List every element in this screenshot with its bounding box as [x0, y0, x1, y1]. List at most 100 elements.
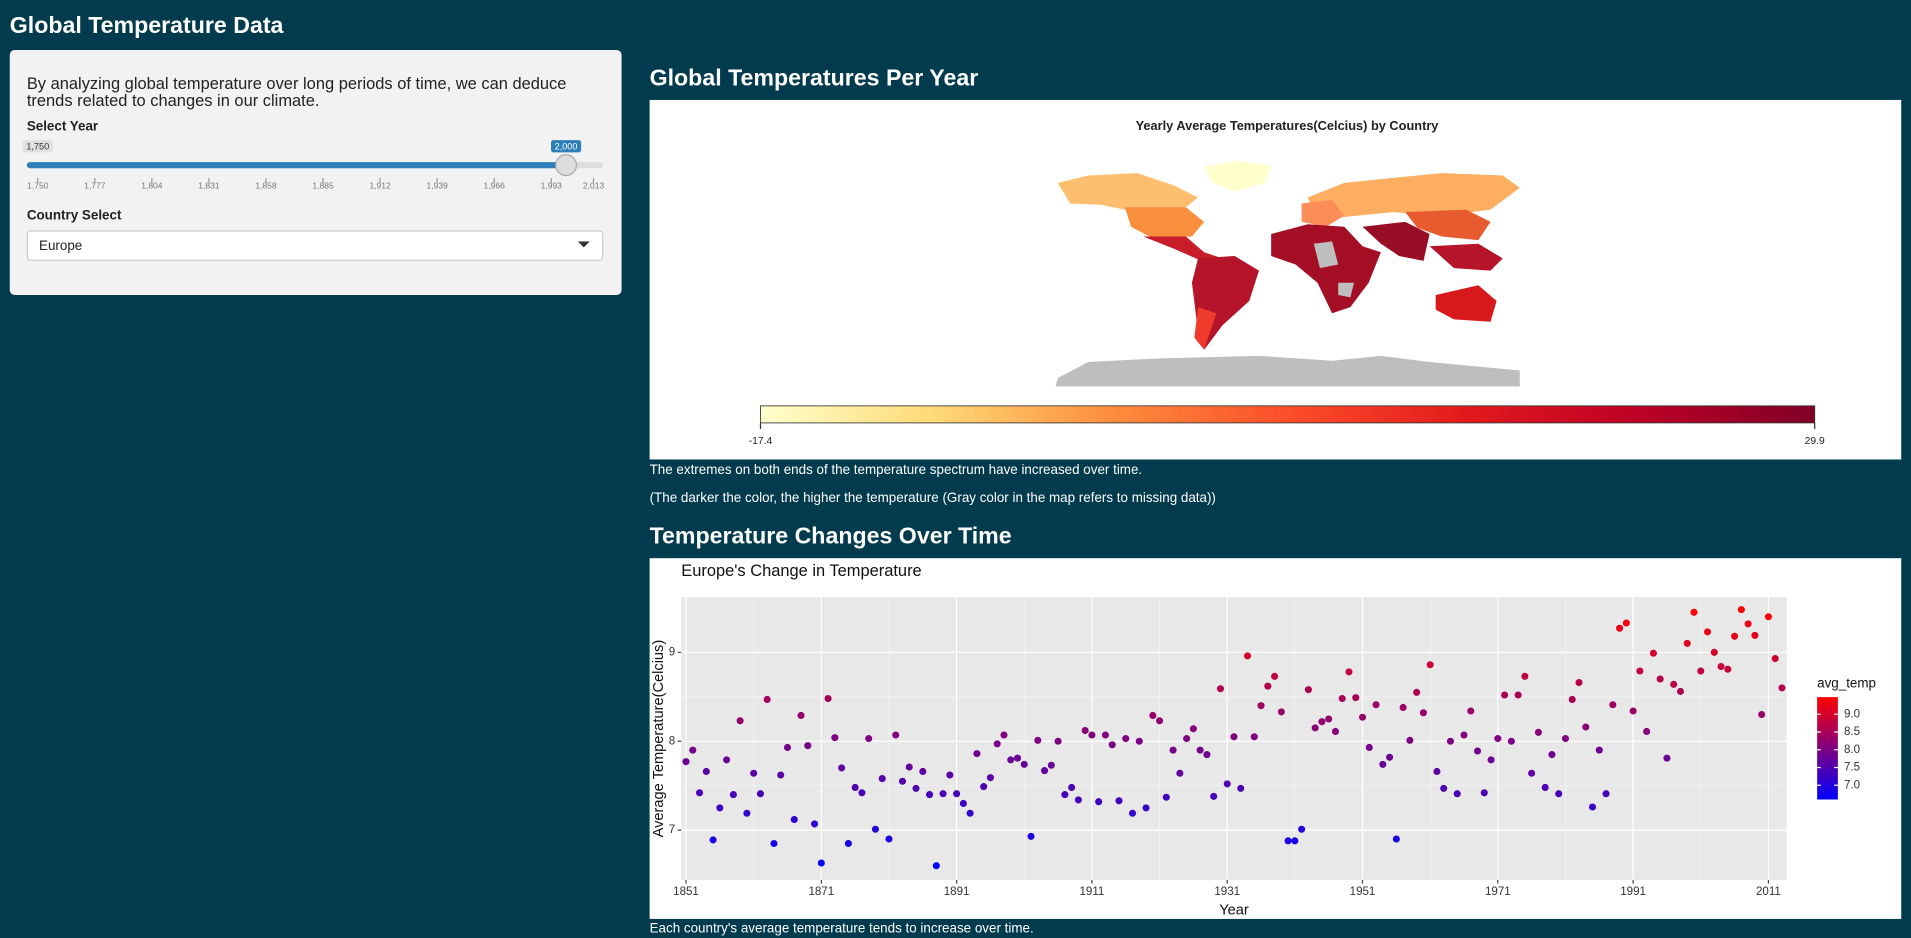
x-tick-label: 1891: [944, 886, 970, 898]
slider-tick-label: 1,858: [255, 181, 277, 191]
point: [1771, 655, 1779, 663]
point: [1480, 789, 1488, 797]
point: [1230, 733, 1238, 741]
legend-title: avg_temp: [1817, 675, 1876, 690]
point: [1041, 767, 1049, 775]
point: [702, 767, 710, 775]
point: [736, 717, 744, 725]
point: [1656, 675, 1664, 683]
point: [1101, 731, 1109, 739]
point: [709, 836, 717, 844]
point: [1595, 746, 1603, 754]
point: [844, 839, 852, 848]
canada: [1057, 173, 1199, 213]
point: [865, 735, 873, 743]
point: [1216, 685, 1224, 693]
colorbar-tick-label: 29.9: [1805, 436, 1825, 447]
point: [932, 862, 940, 870]
point: [1338, 695, 1346, 703]
point: [1561, 735, 1570, 743]
slider-tick-label: 1,939: [427, 181, 449, 191]
middle-east-india: [1362, 221, 1430, 261]
point: [986, 774, 994, 782]
point: [980, 783, 988, 791]
x-tick-label: 1851: [673, 886, 699, 898]
point: [750, 769, 758, 777]
point: [905, 763, 913, 771]
point: [1027, 832, 1035, 840]
point: [1386, 753, 1394, 761]
point: [1548, 751, 1556, 759]
x-axis-label: Year: [1219, 902, 1249, 918]
point: [966, 809, 974, 817]
point: [777, 771, 785, 779]
slider-label: Select Year: [26, 119, 99, 135]
point: [824, 695, 832, 703]
point: [1582, 723, 1590, 731]
point: [1636, 667, 1644, 675]
point: [1257, 702, 1265, 710]
section-note: (The darker the color, the higher the te…: [649, 491, 1216, 506]
point: [1162, 793, 1170, 801]
point: [1061, 791, 1069, 799]
slider-tick-label: 1,885: [312, 181, 334, 191]
point: [1237, 784, 1245, 792]
point: [1663, 754, 1671, 762]
point: [1223, 780, 1231, 788]
slider-tick-label: 1,993: [541, 181, 563, 191]
point: [1081, 727, 1089, 735]
legend-tick-label: 8.0: [1844, 744, 1860, 756]
point: [959, 799, 967, 808]
point: [1325, 715, 1333, 723]
point: [871, 825, 879, 833]
x-tick-label: 1991: [1620, 886, 1646, 898]
point: [1501, 691, 1509, 699]
point: [1487, 756, 1495, 764]
map-chart: Yearly Average Temperatures(Celcius) by …: [649, 99, 1902, 460]
europe: [1301, 199, 1345, 227]
point: [1250, 733, 1258, 741]
point: [892, 731, 900, 739]
year-slider[interactable]: 1,750 1,777 1,804 1,831 1,858 1,885 1,912 1,939…: [0, 134, 622, 195]
slider-min-label-bg: [22, 140, 53, 153]
point: [1298, 825, 1306, 833]
point: [1020, 760, 1028, 768]
slider-min-label: 1,750: [26, 141, 49, 151]
point: [811, 820, 819, 828]
x-tick-label: 1951: [1350, 886, 1376, 898]
point: [763, 695, 771, 703]
point: [912, 784, 920, 792]
point: [1413, 688, 1421, 696]
slider-tick-label: 1,831: [198, 181, 220, 191]
point: [1284, 837, 1292, 845]
world-map: [1055, 160, 1520, 387]
point: [1264, 682, 1272, 690]
select-value: Europe: [39, 238, 83, 254]
point: [1088, 731, 1096, 739]
point: [1643, 727, 1651, 735]
y-tick-label: 7: [669, 824, 675, 836]
chart-title: Yearly Average Temperatures(Celcius) by …: [1136, 118, 1440, 133]
point: [1189, 725, 1197, 733]
point: [1142, 804, 1150, 812]
point: [1128, 809, 1137, 817]
country-select[interactable]: Europe: [26, 230, 604, 261]
point: [1419, 709, 1427, 717]
point: [1047, 761, 1055, 769]
point: [1318, 718, 1326, 726]
x-tick-label: 1871: [808, 886, 834, 898]
point: [1406, 736, 1414, 744]
slider-tick-label: 1,750: [27, 181, 49, 191]
point: [1291, 837, 1299, 845]
point: [1108, 741, 1116, 749]
point: [831, 734, 839, 742]
point: [1196, 746, 1204, 754]
y-tick-label: 9: [669, 646, 675, 658]
australia: [1435, 285, 1497, 322]
point: [1629, 707, 1637, 715]
point: [770, 839, 778, 848]
point: [1433, 767, 1441, 775]
point: [1534, 728, 1542, 736]
app-title: Global Temperature Data: [9, 13, 284, 39]
colorbar: [760, 405, 1816, 424]
